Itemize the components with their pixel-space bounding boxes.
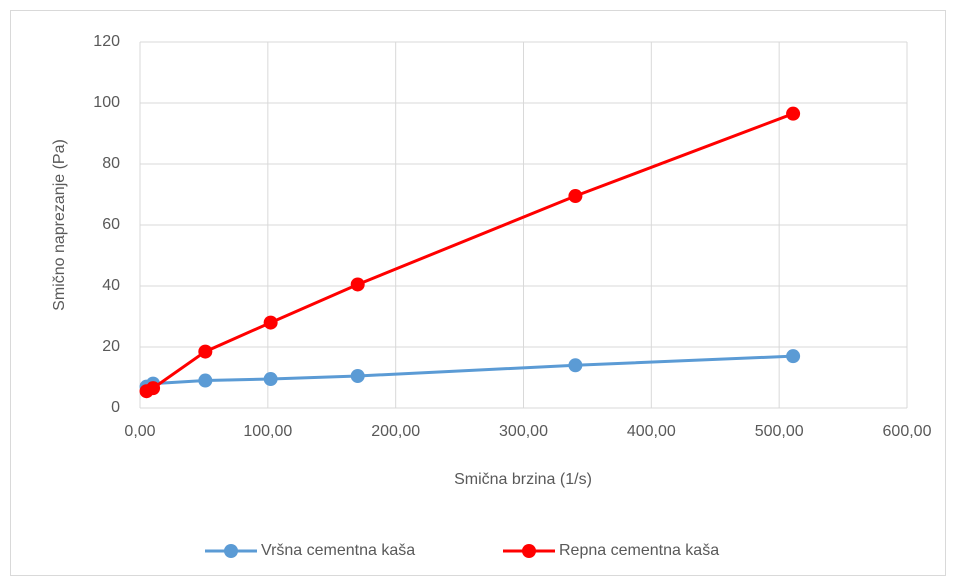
data-point [263,372,278,387]
data-point [568,358,583,373]
legend-marker [224,544,238,558]
x-tick-label: 500,00 [755,423,804,440]
legend-label: Vršna cementna kaša [261,542,415,559]
x-tick-label: 300,00 [499,423,548,440]
data-point [568,189,583,204]
data-point [786,106,801,121]
y-tick-label: 120 [93,33,120,50]
y-tick-label: 20 [102,338,120,355]
y-tick-label: 40 [102,277,120,294]
y-axis-label: Smično naprezanje (Pa) [51,139,68,311]
data-point [350,368,365,383]
data-point [146,381,161,396]
y-tick-label: 0 [111,399,120,416]
data-point [786,349,801,364]
legend-label: Repna cementna kaša [559,542,719,559]
y-tick-label: 80 [102,155,120,172]
data-point [198,373,213,388]
y-tick-label: 60 [102,216,120,233]
x-tick-label: 200,00 [371,423,420,440]
data-point [198,344,213,359]
chart-border [10,10,946,576]
y-tick-label: 100 [93,94,120,111]
data-point [263,315,278,330]
x-tick-label: 100,00 [243,423,292,440]
legend-marker [522,544,536,558]
x-tick-label: 0,00 [124,423,155,440]
x-tick-label: 400,00 [627,423,676,440]
data-point [350,277,365,292]
x-axis-label: Smična brzina (1/s) [454,471,592,488]
x-tick-label: 600,00 [883,423,932,440]
